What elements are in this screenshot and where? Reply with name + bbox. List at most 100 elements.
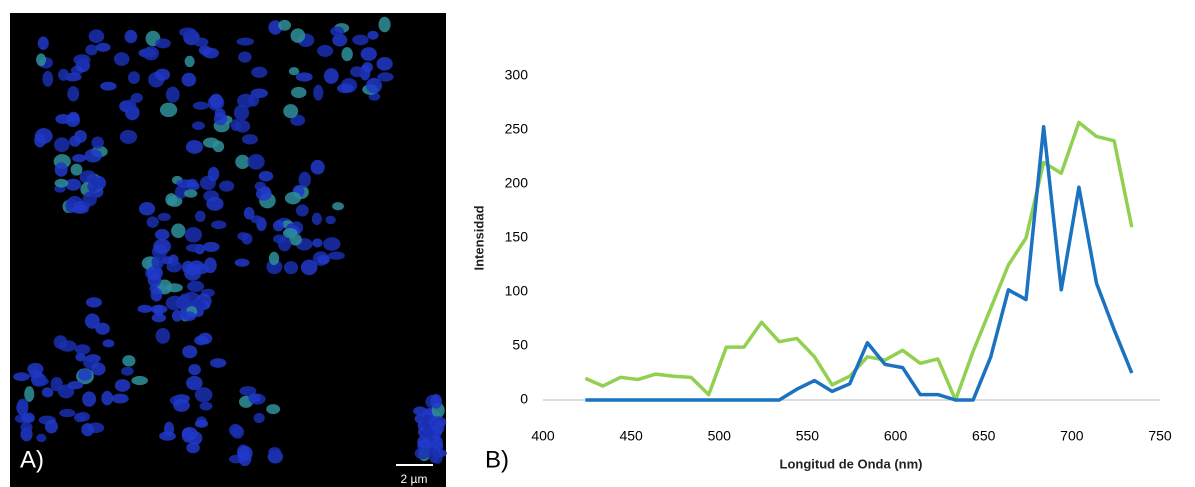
- cell: [327, 251, 345, 260]
- x-tick-label: 700: [1060, 428, 1084, 444]
- cell: [91, 362, 106, 376]
- cell: [237, 445, 253, 461]
- cell: [85, 44, 98, 56]
- cell: [147, 272, 162, 288]
- cell: [202, 241, 220, 253]
- cell: [130, 92, 143, 103]
- cell: [211, 220, 227, 230]
- cell: [266, 404, 281, 415]
- cell: [202, 137, 220, 148]
- cell: [234, 258, 250, 267]
- cell: [72, 154, 87, 163]
- cell: [295, 72, 313, 82]
- cell: [74, 344, 91, 355]
- cell: [131, 375, 149, 386]
- cell: [239, 386, 257, 396]
- cell: [91, 136, 104, 149]
- cell: [209, 358, 227, 368]
- cell: [185, 140, 204, 154]
- cell: [55, 113, 71, 124]
- cell: [350, 66, 365, 78]
- cell: [67, 380, 84, 390]
- cell: [81, 422, 94, 437]
- cell: [165, 193, 178, 207]
- x-tick-label: 750: [1148, 428, 1172, 444]
- cell: [44, 419, 59, 434]
- cell: [323, 68, 339, 84]
- x-axis-title: Longitud de Onda (nm): [780, 456, 923, 471]
- cell: [268, 251, 280, 266]
- cell: [192, 101, 209, 110]
- cell: [214, 108, 226, 119]
- cell: [184, 189, 198, 198]
- cell: [189, 260, 205, 272]
- cell: [332, 202, 344, 211]
- cell: [258, 170, 274, 182]
- cell: [75, 352, 86, 362]
- cell: [310, 159, 325, 175]
- cell: [230, 119, 241, 131]
- cell: [378, 16, 391, 33]
- cell: [255, 187, 272, 201]
- cell: [312, 238, 323, 248]
- cell: [241, 134, 259, 145]
- cell: [174, 185, 188, 199]
- cell: [58, 68, 69, 81]
- cell: [207, 166, 220, 182]
- cell: [236, 37, 254, 46]
- cell: [243, 207, 255, 220]
- cell: [82, 391, 97, 407]
- cell: [317, 44, 334, 57]
- cell: [284, 191, 302, 205]
- cell: [84, 148, 102, 163]
- cell: [209, 93, 223, 109]
- cell: [341, 47, 353, 62]
- y-tick-label: 150: [505, 229, 529, 245]
- cell: [20, 422, 33, 433]
- cell: [127, 71, 140, 84]
- cell: [150, 287, 163, 302]
- cell: [65, 178, 82, 191]
- cell: [421, 427, 434, 439]
- cell: [41, 387, 54, 398]
- cell: [137, 304, 153, 313]
- cell: [428, 447, 440, 463]
- cell: [300, 259, 318, 276]
- cell: [180, 311, 197, 322]
- cell: [290, 86, 307, 99]
- cell: [157, 212, 171, 222]
- cell: [283, 104, 299, 119]
- cell: [121, 366, 134, 376]
- cell: [36, 433, 47, 443]
- y-tick-label: 50: [512, 337, 528, 353]
- cell: [313, 84, 324, 101]
- cell: [54, 162, 68, 177]
- cell: [272, 220, 285, 232]
- cell: [142, 46, 160, 61]
- x-tick-label: 500: [708, 428, 732, 444]
- cell: [235, 154, 250, 170]
- cell: [69, 135, 81, 147]
- cell: [325, 215, 336, 225]
- cell: [360, 47, 377, 61]
- cell: [165, 86, 180, 103]
- panel-label: B): [485, 446, 509, 473]
- cell: [311, 212, 322, 226]
- cell: [247, 154, 265, 170]
- cell: [206, 197, 224, 211]
- cell: [199, 401, 213, 411]
- cell: [367, 30, 379, 40]
- cell: [376, 57, 393, 71]
- cell: [58, 340, 77, 352]
- cell: [24, 386, 35, 402]
- cell: [37, 36, 49, 50]
- cell: [95, 42, 111, 52]
- cell: [54, 178, 69, 188]
- cell: [194, 210, 206, 222]
- cell: [153, 238, 172, 254]
- y-tick-label: 200: [505, 175, 529, 191]
- cell: [266, 259, 283, 275]
- cell: [82, 191, 97, 207]
- cell: [317, 254, 330, 265]
